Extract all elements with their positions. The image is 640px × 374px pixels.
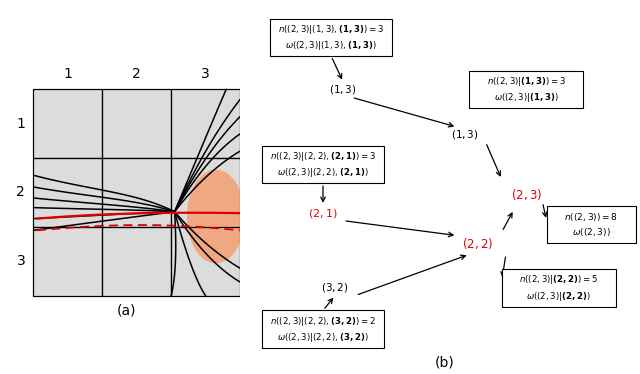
Bar <box>171 89 240 158</box>
Polygon shape <box>187 170 240 263</box>
Bar <box>102 89 171 158</box>
Bar <box>102 89 171 158</box>
Bar <box>102 158 171 227</box>
Text: $(2, 2)$: $(2, 2)$ <box>462 236 493 251</box>
Text: $n((2,3)|(2,2),\mathbf{(3,2)}) = 2$
$\omega((2,3)|(2,2),\mathbf{(3,2)})$: $n((2,3)|(2,2),\mathbf{(3,2)}) = 2$ $\om… <box>270 315 376 344</box>
Bar <box>171 158 240 227</box>
Text: 3: 3 <box>201 67 210 81</box>
Text: 1: 1 <box>63 67 72 81</box>
Bar <box>33 227 102 296</box>
Bar <box>102 227 171 296</box>
Text: 1: 1 <box>16 117 25 131</box>
Bar <box>33 89 102 158</box>
Bar <box>547 206 636 243</box>
Text: $n((2,3)) = 8$
$\omega((2,3))$: $n((2,3)) = 8$ $\omega((2,3))$ <box>564 211 618 238</box>
Bar <box>502 269 616 307</box>
Text: $n((2,3)|(1,3),\mathbf{(1,3)}) = 3$
$\omega((2,3)|(1,3),\mathbf{(1,3)})$: $n((2,3)|(1,3),\mathbf{(1,3)}) = 3$ $\om… <box>278 23 384 52</box>
Text: $(1, 3)$: $(1, 3)$ <box>330 83 357 96</box>
Bar <box>33 158 102 227</box>
Text: $(1, 3)$: $(1, 3)$ <box>451 128 479 141</box>
Text: $(2, 3)$: $(2, 3)$ <box>511 187 542 202</box>
Bar <box>171 158 240 227</box>
Bar <box>262 146 384 183</box>
Bar <box>33 158 102 227</box>
Text: 2: 2 <box>17 186 25 199</box>
Text: $(3, 2)$: $(3, 2)$ <box>321 282 349 294</box>
Bar <box>102 158 171 227</box>
Bar <box>270 19 392 56</box>
Bar <box>102 227 171 296</box>
Text: $n((2,3)|\mathbf{(1,3)}) = 3$
$\omega((2,3)|\mathbf{(1,3)})$: $n((2,3)|\mathbf{(1,3)}) = 3$ $\omega((2… <box>486 75 566 104</box>
Text: $(2, 1)$: $(2, 1)$ <box>308 207 338 220</box>
Text: 2: 2 <box>132 67 141 81</box>
Bar <box>171 227 240 296</box>
Bar <box>469 71 583 108</box>
Text: $n((2,3)|\mathbf{(2,2)}) = 5$
$\omega((2,3)|\mathbf{(2,2)})$: $n((2,3)|\mathbf{(2,2)}) = 5$ $\omega((2… <box>519 273 598 303</box>
Bar <box>33 89 102 158</box>
Bar <box>33 227 102 296</box>
Text: (a): (a) <box>116 304 136 318</box>
Text: (b): (b) <box>435 356 455 370</box>
Bar <box>171 89 240 158</box>
Text: $n((2,3)|(2,2),\mathbf{(2,1)}) = 3$
$\omega((2,3)|(2,2),\mathbf{(2,1)})$: $n((2,3)|(2,2),\mathbf{(2,1)}) = 3$ $\om… <box>270 150 376 179</box>
Bar <box>262 310 384 348</box>
Text: 3: 3 <box>17 254 25 268</box>
Bar <box>171 227 240 296</box>
